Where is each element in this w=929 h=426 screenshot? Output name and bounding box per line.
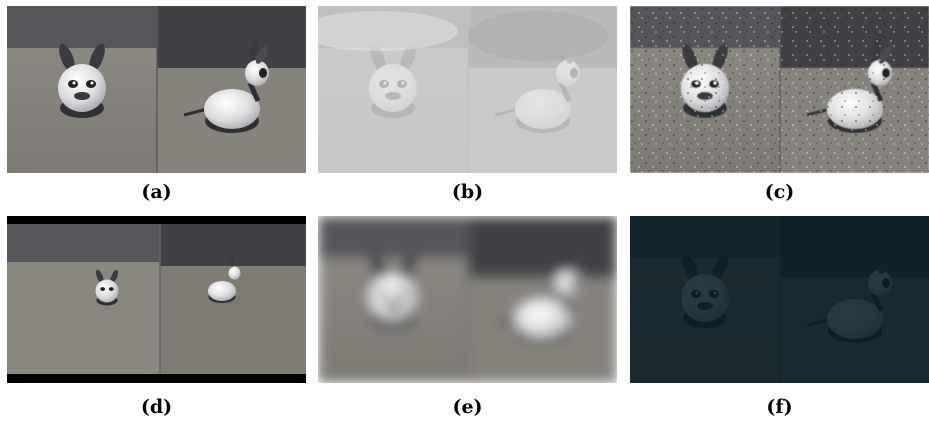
panel-d-label: (d) <box>140 396 173 418</box>
panel-f-image <box>630 216 929 383</box>
panel-d-image <box>7 216 306 383</box>
panel-a-label: (a) <box>141 181 172 203</box>
panel-c-label: (c) <box>764 181 795 203</box>
panel-b-label: (b) <box>451 181 484 203</box>
panel-b-image <box>318 6 617 173</box>
panel-a-image <box>7 6 306 173</box>
panel-e-label: (e) <box>452 396 483 418</box>
panel-e-image <box>318 216 617 383</box>
panel-f-label: (f) <box>766 396 793 418</box>
panel-c-image <box>630 6 929 173</box>
